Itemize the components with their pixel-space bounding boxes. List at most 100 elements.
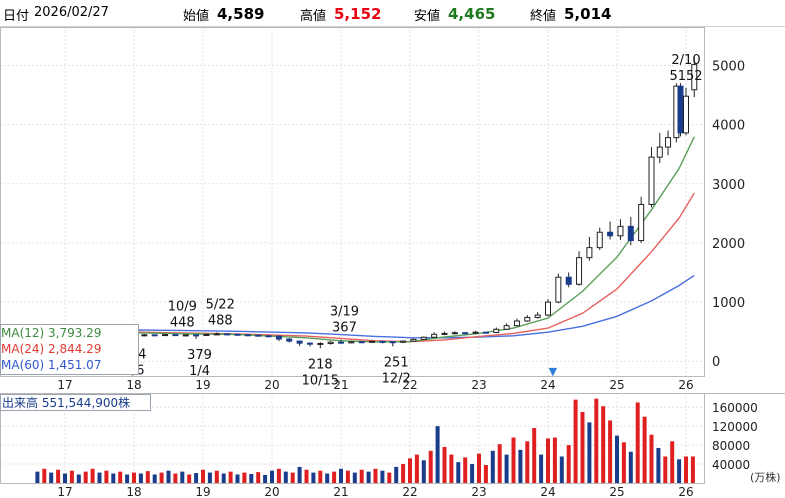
x-tick-label: 19 xyxy=(195,485,210,498)
x-tick-label: 18 xyxy=(126,485,141,498)
candle-up xyxy=(400,340,407,343)
volume-bar xyxy=(242,472,247,483)
volume-bar xyxy=(366,471,371,483)
volume-bar xyxy=(145,471,150,483)
triangle-marker: ▼ xyxy=(549,365,558,378)
candle-up xyxy=(213,333,220,336)
volume-bar xyxy=(56,469,61,483)
volume-bar xyxy=(387,472,392,483)
x-tick-label: 25 xyxy=(609,485,624,498)
volume-bar xyxy=(511,437,516,483)
ma12-line xyxy=(40,136,695,343)
volume-bar xyxy=(656,447,661,483)
volume-bar xyxy=(201,469,205,483)
annotation-value: 448 xyxy=(170,316,195,331)
candle-down xyxy=(379,340,386,343)
volume-bar xyxy=(125,474,130,483)
candle-down xyxy=(565,276,572,285)
volume-bar xyxy=(104,470,109,483)
candle-up xyxy=(327,341,334,344)
open-value: 4,589 xyxy=(217,5,265,23)
volume-bar xyxy=(483,465,488,483)
x-tick-label: 18 xyxy=(126,378,141,392)
volume-legend-box xyxy=(0,394,151,411)
x-tick-label: 20 xyxy=(264,378,279,392)
volume-bar xyxy=(449,454,454,483)
candle-up xyxy=(555,276,562,303)
volume-bar xyxy=(194,473,199,483)
candle-up xyxy=(545,301,551,316)
volume-bar xyxy=(180,471,185,483)
candle-down xyxy=(482,331,489,334)
volume-axis: 40000 80000 120000 160000 xyxy=(712,401,758,472)
price-tick-label: 0 xyxy=(712,355,720,370)
volume-bar xyxy=(152,474,157,483)
annotation-date: 5/22 xyxy=(206,297,235,312)
x-tick-label: 20 xyxy=(264,485,279,498)
candle-down xyxy=(193,334,200,337)
volume-bar xyxy=(428,450,433,483)
volume-bar xyxy=(684,456,688,483)
candle-up xyxy=(431,333,438,338)
volume-bar xyxy=(477,453,481,483)
volume-bar xyxy=(587,422,592,483)
volume-bar xyxy=(63,473,67,483)
candle-up xyxy=(141,334,148,337)
volume-bar xyxy=(42,468,47,483)
x-tick-label: 21 xyxy=(333,378,348,392)
x-tick-label: 24 xyxy=(540,485,555,498)
volume-bar xyxy=(359,469,364,483)
volume-bar xyxy=(628,451,633,483)
volume-bar xyxy=(490,450,495,483)
ma12-legend: MA(12) 3,793.29 xyxy=(1,326,101,340)
volume-bar xyxy=(138,473,143,483)
candle-up xyxy=(513,320,520,327)
candle-down xyxy=(306,342,313,345)
x-tick-label: 23 xyxy=(471,378,486,392)
volume-bar xyxy=(408,458,412,483)
x-axis-lower: 17 18 19 20 21 22 23 24 25 26 xyxy=(57,485,693,498)
candle-down xyxy=(627,225,634,242)
volume-bar xyxy=(249,474,254,483)
x-tick-label: 26 xyxy=(678,378,693,392)
volume-bar xyxy=(670,441,675,483)
volume-bar xyxy=(525,441,530,483)
candle-down xyxy=(234,333,241,336)
candle-up xyxy=(182,334,189,337)
candle-up xyxy=(665,137,672,148)
volume-bar xyxy=(566,445,571,483)
ma60-line xyxy=(40,274,695,339)
volume-bar xyxy=(394,466,399,483)
volume-bar xyxy=(573,399,578,483)
candle-up xyxy=(524,316,531,322)
candle-up xyxy=(656,146,663,158)
candle-down xyxy=(275,335,282,340)
price-panel-frame xyxy=(0,27,705,377)
candle-up xyxy=(441,332,448,335)
volume-bar xyxy=(559,456,564,483)
candle-down xyxy=(358,341,365,344)
volume-bar xyxy=(414,454,419,483)
volume-bar xyxy=(90,468,95,483)
annotation-date: 10/9 xyxy=(168,300,197,315)
volume-bar xyxy=(235,474,240,483)
low-value: 4,465 xyxy=(448,5,496,23)
annotation-value: 367 xyxy=(332,321,357,336)
volume-bar xyxy=(83,471,88,483)
volume-bar xyxy=(187,474,192,483)
volume-bar xyxy=(339,468,343,483)
candle-up xyxy=(683,95,689,134)
annotation-date: 10/15 xyxy=(302,373,339,388)
x-tick-label: 19 xyxy=(195,378,210,392)
annotation-value: 379 xyxy=(187,348,212,363)
volume-bar xyxy=(463,457,468,483)
volume-bar xyxy=(594,398,599,483)
volume-bars xyxy=(35,398,695,483)
candle-down xyxy=(265,335,272,338)
x-tick-label: 25 xyxy=(609,378,624,392)
date-value: 2026/02/27 xyxy=(34,5,109,20)
volume-unit: (万株) xyxy=(750,470,781,484)
volume-bar xyxy=(304,469,309,483)
ma-legend: MA(12) 3,793.29 MA(24) 2,844.29 MA(60) 1… xyxy=(0,324,139,375)
